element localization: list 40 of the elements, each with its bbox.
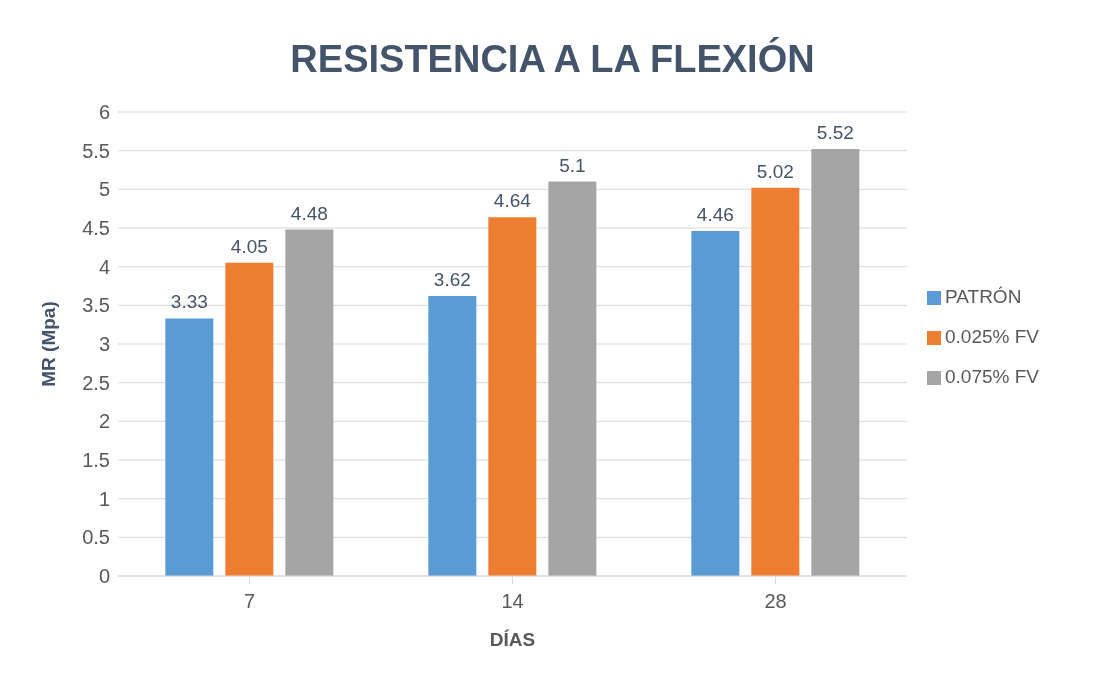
bar <box>285 229 334 576</box>
x-tick-label: 28 <box>764 590 787 613</box>
bar <box>428 296 477 576</box>
legend-label: 0.025% FV <box>945 326 1039 347</box>
y-tick-label: 1 <box>98 487 110 510</box>
bar <box>548 181 597 576</box>
y-tick-label: 0.5 <box>82 526 110 549</box>
bar <box>165 318 214 576</box>
data-label: 3.62 <box>433 269 471 291</box>
data-label: 4.48 <box>290 202 328 224</box>
legend-label: 0.075% FV <box>945 366 1039 387</box>
chart-title: RESISTENCIA A LA FLEXIÓN <box>289 38 816 81</box>
y-tick-label: 5 <box>98 178 110 201</box>
y-tick-label: 3 <box>98 333 110 356</box>
bar <box>751 187 800 576</box>
x-tick-label: 7 <box>243 590 256 613</box>
y-tick-label: 1.5 <box>82 449 110 472</box>
y-tick-label: 4.5 <box>82 217 110 240</box>
y-tick-label: 5.5 <box>82 139 110 162</box>
data-label: 4.64 <box>493 190 532 212</box>
x-axis-title: DÍAS <box>489 629 536 650</box>
data-label: 4.05 <box>230 235 268 257</box>
bar <box>225 262 274 576</box>
data-label: 4.46 <box>696 204 734 226</box>
bar <box>811 149 860 576</box>
y-tick-label: 6 <box>98 101 110 124</box>
bar <box>691 231 740 576</box>
x-tick-label: 14 <box>501 590 524 613</box>
legend-label: PATRÓN <box>945 286 1022 307</box>
y-tick-label: 2 <box>98 410 110 433</box>
bar <box>488 217 537 576</box>
y-tick-label: 2.5 <box>82 371 110 394</box>
data-label: 5.52 <box>816 122 854 144</box>
data-label: 5.1 <box>559 154 586 176</box>
data-label: 3.33 <box>170 291 208 313</box>
y-axis-title: MR (Mpa) <box>37 301 59 387</box>
y-tick-label: 0 <box>98 565 110 588</box>
y-tick-label: 3.5 <box>82 294 110 317</box>
y-tick-label: 4 <box>98 255 110 278</box>
data-label: 5.02 <box>756 160 794 182</box>
